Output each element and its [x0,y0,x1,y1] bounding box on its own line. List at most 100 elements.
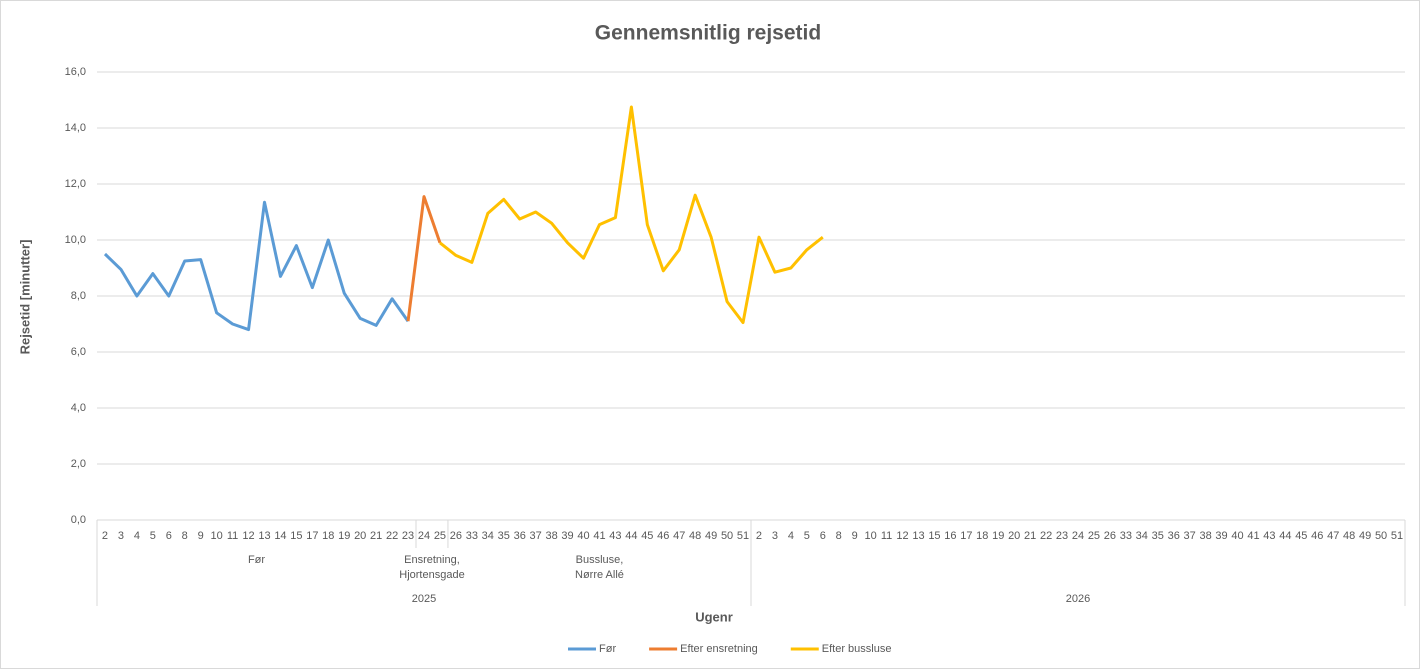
x-tick-label: 4 [134,530,140,542]
y-tick-label: 14,0 [65,122,86,134]
x-tick-label: 48 [689,530,701,542]
x-tick-label: 19 [992,530,1004,542]
x-tick-label: 18 [976,530,988,542]
x-tick-label: 50 [721,530,733,542]
x-tick-label: 23 [1056,530,1068,542]
x-tick-label: 33 [1120,530,1132,542]
legend-label: Efter bussluse [822,643,892,655]
x-tick-label: 14 [274,530,286,542]
x-tick-label: 2 [102,530,108,542]
x-tick-label: 26 [1104,530,1116,542]
x-tick-label: 46 [1311,530,1323,542]
x-tick-label: 9 [198,530,204,542]
x-tick-label: 37 [530,530,542,542]
x-tick-label: 25 [1088,530,1100,542]
x-tick-label: 35 [498,530,510,542]
x-tick-label: 49 [1359,530,1371,542]
year-label: 2025 [412,593,436,605]
group-label: Ensretning, [404,554,460,566]
x-tick-label: 11 [881,530,892,542]
x-tick-label: 23 [402,530,414,542]
x-tick-label: 45 [1295,530,1307,542]
x-tick-label: 6 [166,530,172,542]
x-tick-label: 37 [1184,530,1196,542]
x-tick-label: 36 [1168,530,1180,542]
x-tick-label: 22 [386,530,398,542]
x-tick-label: 47 [1327,530,1339,542]
y-tick-label: 0,0 [71,514,86,526]
x-tick-label: 15 [928,530,940,542]
x-tick-label: 47 [673,530,685,542]
chart-title: Gennemsnitlig rejsetid [595,22,821,45]
group-label: Før [248,554,265,566]
year-label: 2026 [1066,593,1090,605]
x-tick-label: 2 [756,530,762,542]
x-tick-label: 9 [852,530,858,542]
y-tick-label: 16,0 [65,66,86,78]
x-tick-label: 35 [1152,530,1164,542]
x-tick-label: 20 [354,530,366,542]
x-tick-label: 4 [788,530,794,542]
x-tick-label: 6 [820,530,826,542]
x-tick-label: 48 [1343,530,1355,542]
y-tick-label: 12,0 [65,178,86,190]
x-tick-label: 33 [466,530,478,542]
x-tick-label: 13 [912,530,924,542]
x-tick-label: 25 [434,530,446,542]
x-tick-label: 10 [865,530,877,542]
x-tick-label: 24 [1072,530,1084,542]
x-axis-title: Ugenr [695,609,733,624]
y-axis-title: Rejsetid [minutter] [17,240,32,355]
x-tick-label: 41 [593,530,605,542]
x-tick-label: 50 [1375,530,1387,542]
y-tick-label: 4,0 [71,402,86,414]
x-tick-label: 19 [338,530,350,542]
legend-label: Før [599,643,616,655]
group-label: Bussluse, [576,554,624,566]
x-tick-label: 39 [561,530,573,542]
x-tick-label: 44 [1279,530,1291,542]
x-tick-label: 17 [960,530,972,542]
series-line [103,200,410,332]
x-tick-label: 36 [514,530,526,542]
x-tick-label: 44 [625,530,637,542]
x-tick-label: 5 [150,530,156,542]
x-tick-label: 18 [322,530,334,542]
x-tick-label: 8 [836,530,842,542]
x-tick-label: 34 [482,530,494,542]
x-tick-label: 13 [258,530,270,542]
x-tick-label: 43 [609,530,621,542]
x-tick-label: 3 [772,530,778,542]
series-line [439,105,824,325]
x-tick-label: 22 [1040,530,1052,542]
group-label: Hjortensgade [399,569,464,581]
x-tick-label: 40 [577,530,589,542]
y-tick-label: 10,0 [65,234,86,246]
legend-label: Efter ensretning [680,643,758,655]
x-tick-label: 21 [370,530,382,542]
series-line [406,195,442,322]
x-tick-label: 49 [705,530,717,542]
y-tick-label: 8,0 [71,290,86,302]
x-tick-label: 3 [118,530,124,542]
x-tick-label: 38 [545,530,557,542]
x-tick-label: 51 [737,530,749,542]
x-tick-label: 12 [896,530,908,542]
x-tick-label: 46 [657,530,669,542]
x-tick-label: 26 [450,530,462,542]
x-tick-label: 41 [1247,530,1259,542]
x-tick-label: 38 [1199,530,1211,542]
x-tick-label: 17 [306,530,318,542]
y-tick-label: 6,0 [71,346,86,358]
x-tick-label: 12 [242,530,254,542]
x-tick-label: 15 [290,530,302,542]
x-tick-label: 45 [641,530,653,542]
x-tick-label: 8 [182,530,188,542]
x-tick-label: 20 [1008,530,1020,542]
x-tick-label: 43 [1263,530,1275,542]
x-tick-label: 24 [418,530,430,542]
x-tick-label: 39 [1215,530,1227,542]
x-tick-label: 10 [211,530,223,542]
